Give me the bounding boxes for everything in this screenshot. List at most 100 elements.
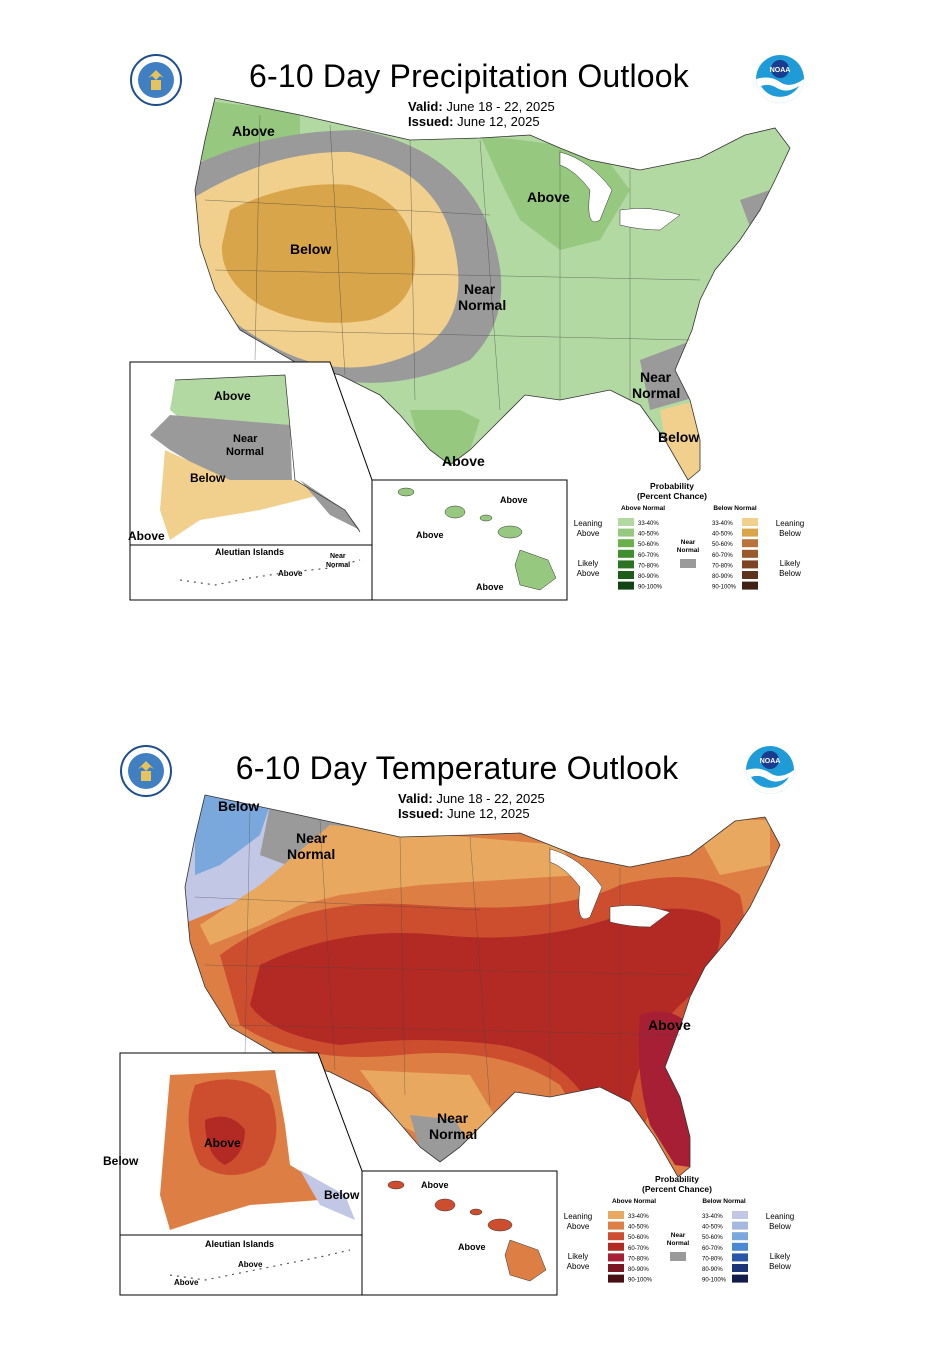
legend-below-swatch-2 xyxy=(732,1221,748,1230)
aleutian-label-above-2: Above xyxy=(174,1278,199,1287)
hi-label-above-1: Above xyxy=(500,495,528,505)
legend-above-swatch-3 xyxy=(608,1232,624,1241)
aleutian-title: Aleutian Islands xyxy=(205,1239,274,1249)
temp-above-70-80-region xyxy=(638,1011,690,1167)
legend-leaning-below-2: Below xyxy=(779,529,801,538)
map-label-above-tx: Above xyxy=(442,453,485,469)
legend-above-bin-2: 40-50% xyxy=(638,532,659,538)
legend-subtitle: (Percent Chance) xyxy=(637,491,707,501)
legend-above-bin-3: 50-60% xyxy=(638,542,659,548)
aleutian-label-above: Above xyxy=(278,569,303,578)
legend-below-swatch-4 xyxy=(732,1242,748,1251)
legend-title: Probability xyxy=(655,1174,699,1184)
ak-label-above: Above xyxy=(204,1136,241,1150)
ak-label-normal: Normal xyxy=(226,446,264,458)
legend-likely-above-2: Above xyxy=(577,569,600,578)
map-label-above-mw: Above xyxy=(527,189,570,205)
legend-above-swatch-2 xyxy=(618,528,634,537)
precip-below-core-region xyxy=(221,184,416,323)
legend-above-swatch-4 xyxy=(608,1242,624,1251)
issued-label: Issued: xyxy=(398,806,444,821)
legend-above-bin-6: 80-90% xyxy=(628,1267,649,1273)
ak-label-above-sw: Above xyxy=(128,529,165,543)
map-label-near: Near xyxy=(296,830,328,846)
alaska-inset: Above Below Below Aleutian Islands Above… xyxy=(103,1052,363,1296)
precip-outlook-panel: NOAA 6-10 Day Precipitation Outlook Vali… xyxy=(0,40,938,680)
legend-below-bin-1: 33-40% xyxy=(702,1214,723,1220)
map-label-normal: Normal xyxy=(287,846,335,862)
legend-below-header: Below Normal xyxy=(713,505,757,512)
commerce-seal-icon xyxy=(120,745,172,797)
temp-below-core-region xyxy=(195,795,270,875)
map-label-below-fl: Below xyxy=(658,429,699,445)
issued-value: June 12, 2025 xyxy=(457,114,540,129)
legend-near-swatch xyxy=(680,559,696,568)
alaska-inset: Above Near Normal Below Above Aleutian I… xyxy=(128,361,373,601)
valid-value: June 18 - 22, 2025 xyxy=(446,99,555,114)
legend-below-swatch-3 xyxy=(742,539,758,548)
legend-above-swatch-6 xyxy=(618,571,634,579)
legend-below-swatch-5 xyxy=(732,1253,748,1262)
map-label-above-nw: Above xyxy=(232,123,275,139)
legend-above-swatch-7 xyxy=(618,581,634,590)
ak-label-below-w: Below xyxy=(103,1154,139,1168)
svg-text:NOAA: NOAA xyxy=(760,758,781,765)
legend-below-swatch-7 xyxy=(742,581,758,590)
legend-above-swatch-1 xyxy=(618,518,634,526)
legend-leaning-above-1: Leaning xyxy=(574,519,602,528)
valid-line: Valid: June 18 - 22, 2025 xyxy=(408,99,555,114)
legend-above-bin-4: 60-70% xyxy=(628,1246,649,1252)
legend-above-bin-6: 80-90% xyxy=(638,574,659,580)
legend-leaning-below-1: Leaning xyxy=(766,1212,794,1221)
aleutian-title: Aleutian Islands xyxy=(215,547,284,557)
legend-likely-above-1: Likely xyxy=(568,1252,588,1261)
legend-title: Probability xyxy=(650,481,694,491)
legend-leaning-above-2: Above xyxy=(567,1222,590,1231)
ak-label-below: Below xyxy=(190,471,226,485)
legend-below-swatch-6 xyxy=(742,571,758,579)
legend-below-swatch-4 xyxy=(742,549,758,558)
aleutian-label-near: Near xyxy=(330,553,346,560)
valid-value: June 18 - 22, 2025 xyxy=(436,791,545,806)
valid-line: Valid: June 18 - 22, 2025 xyxy=(398,791,545,806)
legend-above-swatch-4 xyxy=(618,549,634,558)
hi-label-above-2: Above xyxy=(416,530,444,540)
legend-near-1: Near xyxy=(681,539,696,546)
valid-label: Valid: xyxy=(398,791,433,806)
temp-outlook-panel: NOAA 6-10 Day Temperature Outlook Valid:… xyxy=(0,725,938,1365)
legend-near-swatch xyxy=(670,1252,686,1261)
legend-below-swatch-7 xyxy=(732,1274,748,1283)
hawaii-inset: Above Above xyxy=(361,1170,558,1296)
temp-leaning-above-north xyxy=(200,825,580,945)
legend-above-swatch-1 xyxy=(608,1211,624,1219)
issued-value: June 12, 2025 xyxy=(447,806,530,821)
legend-below-bin-1: 33-40% xyxy=(712,521,733,527)
map-label-below-center: Below xyxy=(290,241,331,257)
legend-above-swatch-6 xyxy=(608,1264,624,1272)
legend-likely-below-2: Below xyxy=(769,1262,791,1271)
conus-temp-map: Below Near Normal Above Near Normal Abov… xyxy=(103,794,794,1296)
map-label-below-nw: Below xyxy=(218,798,259,814)
hi-label-above-3: Above xyxy=(476,582,504,592)
map-label-near-tx: Near xyxy=(437,1110,469,1126)
svg-text:NOAA: NOAA xyxy=(770,67,791,74)
map-label-near: Near xyxy=(464,281,496,297)
precip-legend: Probability (Percent Chance) Above Norma… xyxy=(574,481,804,591)
legend-leaning-above-2: Above xyxy=(577,529,600,538)
page-title: 6-10 Day Temperature Outlook xyxy=(235,750,679,786)
legend-below-bin-2: 40-50% xyxy=(712,532,733,538)
commerce-seal-icon xyxy=(130,54,182,106)
temp-legend: Probability (Percent Chance) Above Norma… xyxy=(564,1174,794,1284)
legend-near-2: Normal xyxy=(667,1240,690,1247)
legend-above-bin-1: 33-40% xyxy=(628,1214,649,1220)
noaa-logo-icon: NOAA xyxy=(756,55,804,103)
legend-likely-above-2: Above xyxy=(567,1262,590,1271)
legend-above-swatch-7 xyxy=(608,1274,624,1283)
legend-below-bin-4: 60-70% xyxy=(702,1246,723,1252)
map-label-normal-se: Normal xyxy=(632,385,680,401)
page-title: 6-10 Day Precipitation Outlook xyxy=(249,58,689,94)
legend-near-2: Normal xyxy=(677,547,700,554)
legend-above-swatch-2 xyxy=(608,1221,624,1230)
hawaii-inset: Above Above Above xyxy=(371,479,568,601)
aleutian-label-normal: Normal xyxy=(326,562,350,569)
